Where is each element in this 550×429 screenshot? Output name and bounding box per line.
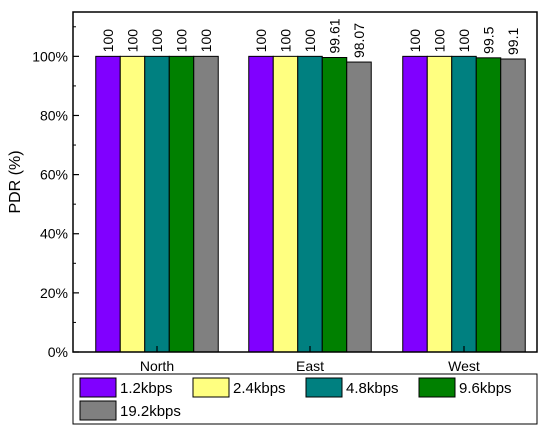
y-tick-label: 100% (32, 48, 68, 64)
bar-value-label: 100 (456, 29, 472, 53)
bar-value-label: 100 (278, 29, 294, 53)
bar-value-label: 100 (125, 29, 141, 53)
bar (500, 58, 526, 353)
bar-value-label: 99.1 (505, 28, 521, 55)
bar (119, 55, 146, 353)
legend-swatch (305, 377, 343, 398)
bar-value-label: 100 (149, 29, 165, 53)
bar (402, 55, 428, 353)
bar-labels-layer: 100 100 100 100 100 100 100 100 99.61 98.07 100 100… (100, 18, 521, 58)
bar (426, 55, 453, 353)
legend-swatch (418, 377, 456, 398)
y-tick-label: 80% (40, 107, 68, 123)
y-axis: 0% 20% 40% 60% 80% 100% (32, 26, 79, 360)
legend-label: 2.4kbps (233, 380, 286, 397)
legend-label: 19.2kbps (120, 403, 181, 420)
bar-value-label: 100 (198, 29, 214, 53)
bar (321, 57, 348, 353)
bar (248, 55, 274, 353)
bar-value-label: 99.61 (327, 18, 343, 53)
bar (451, 55, 477, 353)
legend-label: 9.6kbps (459, 380, 512, 397)
bar-value-label: 100 (302, 29, 318, 53)
bar-value-label: 100 (100, 29, 116, 53)
legend: 1.2kbps 2.4kbps 4.8kbps 9.6kbps 19.2kbps (72, 373, 538, 425)
bar (168, 55, 195, 353)
bar-value-label: 99.5 (481, 26, 497, 53)
x-tick-label: West (448, 358, 480, 374)
x-tick-label: North (140, 358, 174, 374)
x-axis: North East West (140, 346, 480, 374)
bar (272, 55, 299, 353)
legend-frame (72, 373, 538, 425)
bar (475, 57, 502, 353)
y-tick-label: 20% (40, 285, 68, 301)
plot-frame (72, 11, 538, 353)
legend-label: 4.8kbps (346, 380, 399, 397)
bar (95, 55, 121, 353)
bars-layer (95, 55, 526, 353)
legend-swatch (192, 377, 230, 398)
legend-label: 1.2kbps (120, 380, 173, 397)
bar (193, 55, 219, 353)
y-tick-label: 60% (40, 167, 68, 183)
bar (346, 61, 372, 353)
y-axis-label: PDR (%) (7, 150, 24, 213)
bar-value-label: 98.07 (351, 23, 367, 58)
bar-value-label: 100 (407, 29, 423, 53)
bar-value-label: 100 (432, 29, 448, 53)
bar-value-label: 100 (174, 29, 190, 53)
x-tick-label: East (296, 358, 324, 374)
legend-swatch (79, 400, 117, 421)
bar-value-label: 100 (253, 29, 269, 53)
bar (144, 55, 170, 353)
bar (297, 55, 323, 353)
y-tick-label: 40% (40, 226, 68, 242)
y-tick-label: 0% (48, 344, 68, 360)
legend-swatch (79, 377, 117, 398)
